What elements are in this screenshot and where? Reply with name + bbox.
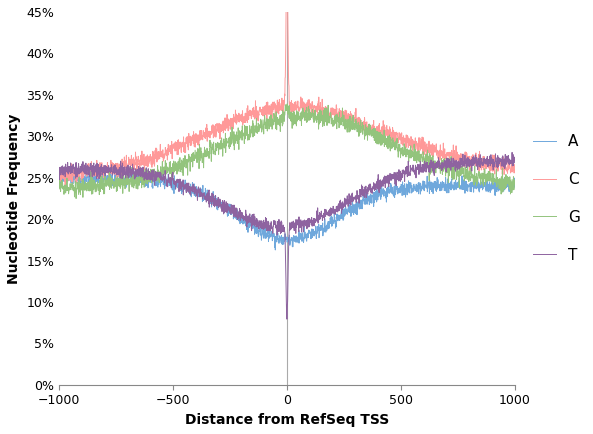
C bbox=[62, 183, 69, 188]
A bbox=[272, 247, 279, 253]
G bbox=[511, 178, 518, 183]
X-axis label: Distance from RefSeq TSS: Distance from RefSeq TSS bbox=[185, 413, 389, 427]
C bbox=[330, 112, 337, 117]
Legend: A, C, G, T: A, C, G, T bbox=[527, 128, 586, 269]
G bbox=[97, 183, 104, 188]
Line: G: G bbox=[59, 104, 515, 198]
T bbox=[509, 150, 516, 155]
T bbox=[96, 165, 103, 170]
T bbox=[511, 160, 518, 165]
C bbox=[97, 160, 104, 165]
T bbox=[66, 164, 73, 169]
T bbox=[283, 316, 291, 322]
C bbox=[56, 176, 63, 181]
G bbox=[283, 101, 291, 106]
T bbox=[56, 165, 63, 170]
G bbox=[431, 160, 438, 165]
A bbox=[97, 175, 104, 180]
C bbox=[431, 148, 438, 153]
G bbox=[225, 135, 232, 141]
Line: T: T bbox=[59, 152, 515, 319]
T bbox=[80, 168, 87, 173]
G bbox=[72, 196, 79, 201]
A bbox=[225, 207, 232, 212]
C bbox=[81, 169, 88, 174]
C bbox=[66, 171, 74, 176]
Y-axis label: Nucleotide Frequency: Nucleotide Frequency bbox=[7, 113, 21, 283]
A bbox=[330, 220, 337, 226]
Line: C: C bbox=[59, 0, 515, 186]
A bbox=[56, 174, 63, 180]
A bbox=[66, 175, 73, 180]
A bbox=[431, 184, 438, 189]
T bbox=[330, 204, 337, 209]
A bbox=[87, 166, 94, 171]
C bbox=[511, 162, 518, 167]
G bbox=[81, 182, 88, 187]
A bbox=[511, 184, 518, 190]
T bbox=[225, 207, 232, 213]
G bbox=[330, 123, 337, 128]
G bbox=[66, 187, 73, 193]
A bbox=[80, 173, 87, 178]
Line: A: A bbox=[59, 169, 515, 250]
G bbox=[56, 184, 63, 189]
C bbox=[225, 116, 232, 122]
T bbox=[431, 173, 438, 178]
